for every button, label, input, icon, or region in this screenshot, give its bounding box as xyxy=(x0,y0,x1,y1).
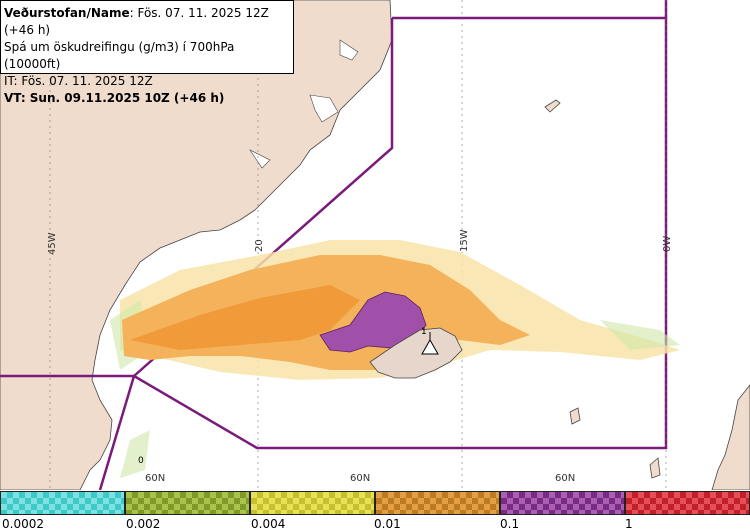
legend-tick-4: 0.01 xyxy=(374,517,401,531)
info-valid-time: VT: Sun. 09.11.2025 10Z (+46 h) xyxy=(4,91,225,105)
ash-forecast-map: 1 0 45W 20 15W 0W 60N 60N 60N Veðurstofa… xyxy=(0,0,750,491)
legend-tick-5: 0.1 xyxy=(500,517,520,531)
lon-label-45w: 45W xyxy=(47,232,58,255)
legend-swatch-3 xyxy=(250,491,375,515)
greenland-land xyxy=(0,0,393,491)
info-issue-time: IT: Fös. 07. 11. 2025 12Z xyxy=(4,74,153,88)
jan-mayen-island xyxy=(544,99,561,113)
info-forecast-desc: Spá um öskudreifingu (g/m3) í 700hPa (10… xyxy=(4,40,235,71)
legend-swatch-2 xyxy=(125,491,250,515)
lat-label-1: 60N xyxy=(145,473,165,484)
legend-swatch-4 xyxy=(375,491,500,515)
info-name-value: : Fös. 07. 11. 2025 12Z (+46 h) xyxy=(4,6,269,37)
lat-label-2: 60N xyxy=(350,473,370,484)
lon-label-0w: 0W xyxy=(662,236,673,252)
legend-tick-2: 0.002 xyxy=(126,517,161,531)
graticule xyxy=(49,0,667,490)
faroe-land xyxy=(569,407,581,425)
lat-label-3: 60N xyxy=(555,473,575,484)
contour-label-0: 0 xyxy=(138,456,144,466)
legend-swatch-6 xyxy=(625,491,750,515)
legend-tick-6: 1 xyxy=(625,517,633,531)
info-name-label: Veðurstofan/Name xyxy=(4,6,130,20)
legend-swatch-1 xyxy=(0,491,125,515)
greenland-fjords xyxy=(249,39,359,169)
info-name-line: Veðurstofan/Name: Fös. 07. 11. 2025 12Z … xyxy=(4,5,290,39)
iceland-land xyxy=(369,327,463,379)
forecast-info-box: Veðurstofan/Name: Fös. 07. 11. 2025 12Z … xyxy=(0,0,294,105)
contour-label-1: 1 xyxy=(421,327,427,337)
legend-tick-3: 0.004 xyxy=(251,517,286,531)
legend-swatch-5 xyxy=(500,491,625,515)
volcano-icon xyxy=(421,332,439,355)
concentration-legend: 0.0002 0.002 0.004 0.01 0.1 1 xyxy=(0,490,750,532)
legend-color-bar xyxy=(0,490,750,516)
lon-label-20: 20 xyxy=(254,239,265,252)
map-canvas: 1 0 45W 20 15W 0W 60N 60N 60N xyxy=(0,0,750,491)
legend-tick-1: 0.0002 xyxy=(2,517,44,531)
ash-high xyxy=(319,291,427,353)
lon-label-15w: 15W xyxy=(459,229,470,252)
